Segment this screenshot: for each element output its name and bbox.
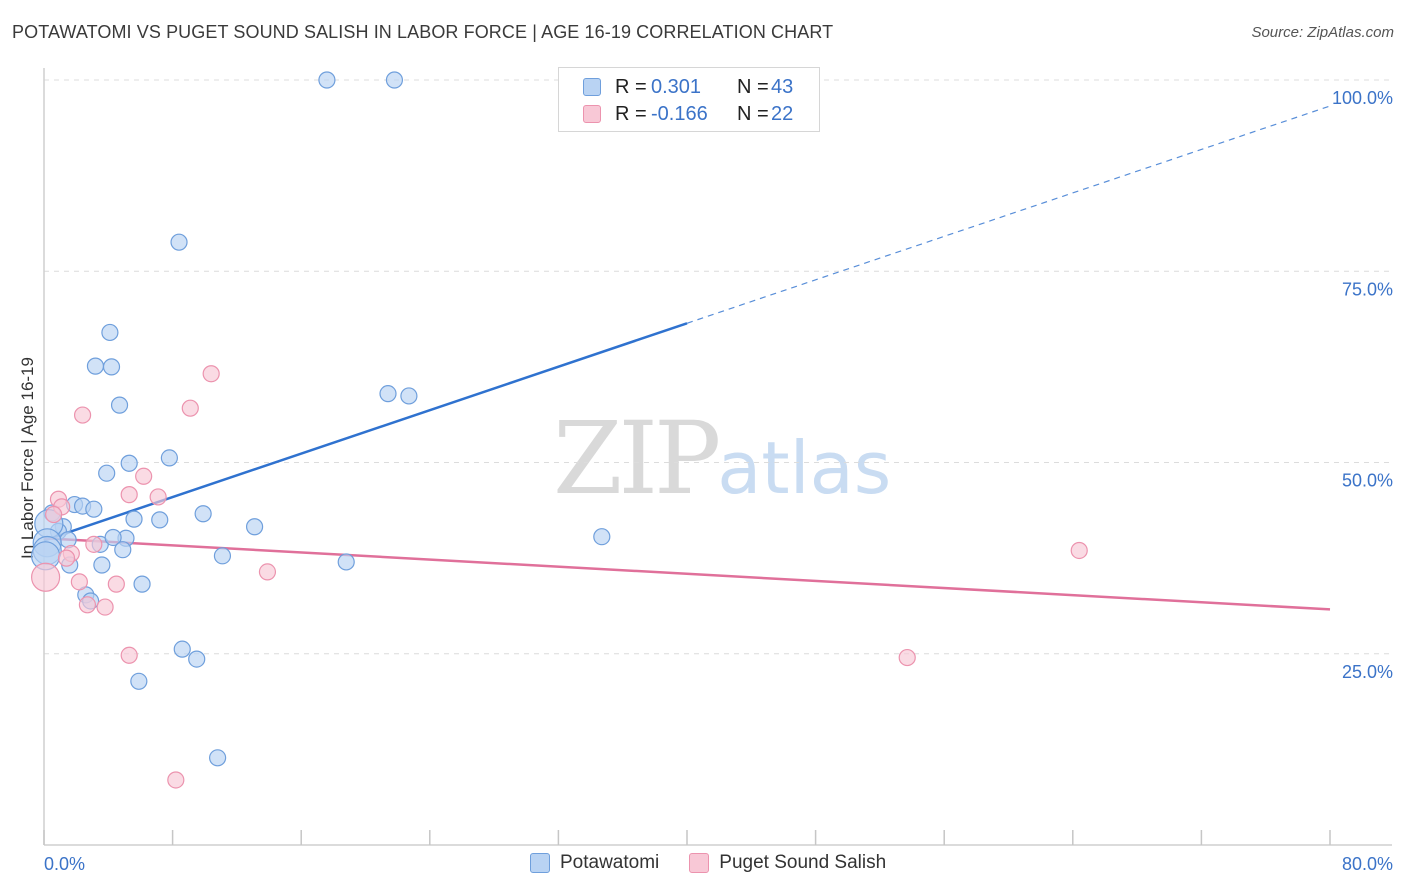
puget-sound-salish-point xyxy=(1070,541,1088,560)
puget-sound-salish-point xyxy=(202,365,220,383)
axes xyxy=(43,68,1392,846)
n-value: 22 xyxy=(771,102,794,125)
puget-sound-salish-point xyxy=(120,486,138,504)
watermark: ZIPatlas xyxy=(553,400,891,517)
r-label: R = xyxy=(615,102,647,125)
puget-sound-salish-point xyxy=(135,467,153,485)
potawatomi-swatch xyxy=(583,78,601,96)
potawatomi-point xyxy=(120,454,138,472)
y-tick-label: 75.0% xyxy=(1342,279,1393,299)
puget-sound-salish-trend-line xyxy=(43,536,1331,611)
x-tick-label: 80.0% xyxy=(1342,854,1393,874)
potawatomi-point xyxy=(209,749,227,767)
puget-sound-salish-point xyxy=(70,573,88,591)
puget-sound-salish-swatch xyxy=(583,105,601,123)
potawatomi-point xyxy=(194,505,212,523)
puget-sound-salish-point xyxy=(96,598,114,616)
data-points xyxy=(31,71,1088,789)
n-label: N = xyxy=(737,75,769,98)
grid xyxy=(44,79,1392,655)
puget-sound-salish-point xyxy=(85,535,103,553)
potawatomi-point xyxy=(160,449,178,467)
y-tick-label: 100.0% xyxy=(1332,88,1393,108)
potawatomi-point xyxy=(114,541,132,559)
potawatomi-point xyxy=(170,233,188,251)
puget-sound-salish-point xyxy=(73,406,92,424)
potawatomi-point xyxy=(98,464,116,482)
potawatomi-point xyxy=(379,385,397,403)
potawatomi-trend-extension xyxy=(686,105,1331,324)
puget-sound-salish-point xyxy=(149,488,167,506)
potawatomi-point xyxy=(110,396,129,414)
chart-title: POTAWATOMI VS PUGET SOUND SALISH IN LABO… xyxy=(12,22,834,42)
tick-labels: 100.0% 75.0% 50.0% 25.0% 0.0% 80.0% xyxy=(44,88,1393,874)
y-tick-label: 25.0% xyxy=(1342,662,1393,682)
potawatomi-point xyxy=(151,511,169,529)
source-label: Source: ZipAtlas.com xyxy=(1251,24,1394,41)
stats-legend-row-puget-sound-salish: R = -0.166 N = 22 xyxy=(583,102,793,126)
puget-sound-salish-point xyxy=(107,575,125,593)
potawatomi-swatch xyxy=(530,853,550,873)
n-value: 43 xyxy=(771,75,794,98)
y-tick-label: 50.0% xyxy=(1342,471,1393,491)
potawatomi-trend-line xyxy=(43,322,688,542)
potawatomi-point xyxy=(188,650,206,668)
potawatomi-point xyxy=(93,556,111,574)
potawatomi-point xyxy=(213,547,232,565)
puget-sound-salish-point xyxy=(181,399,199,417)
puget-sound-salish-point xyxy=(167,771,185,789)
puget-sound-salish-point xyxy=(258,563,277,581)
r-value: -0.166 xyxy=(651,102,708,125)
potawatomi-point xyxy=(337,553,355,571)
trend-lines xyxy=(43,105,1331,611)
r-label: R = xyxy=(615,75,647,98)
puget-sound-salish-swatch xyxy=(689,853,710,873)
stats-legend-row-potawatomi: R = 0.301 N = 43 xyxy=(583,75,793,99)
r-value: 0.301 xyxy=(651,75,702,98)
puget-sound-salish-point xyxy=(31,562,61,592)
watermark-zip: ZIP xyxy=(553,400,721,517)
potawatomi-point xyxy=(385,71,404,89)
stats-legend: R = 0.301 N = 43 R = -0.166 N = 22 xyxy=(558,67,820,132)
potawatomi-point xyxy=(125,510,143,528)
potawatomi-point xyxy=(130,672,148,690)
potawatomi-point xyxy=(400,387,418,405)
watermark-atlas: atlas xyxy=(717,426,892,510)
puget-sound-salish-point xyxy=(45,505,63,524)
potawatomi-point xyxy=(173,640,191,658)
potawatomi-point xyxy=(102,358,121,376)
puget-sound-salish-point xyxy=(78,596,97,614)
potawatomi-point xyxy=(133,575,151,593)
legend-label: Potawatomi xyxy=(560,852,660,873)
potawatomi-point xyxy=(101,323,119,342)
potawatomi-point xyxy=(318,71,336,89)
puget-sound-salish-point xyxy=(57,549,76,567)
series-legend: Potawatomi Puget Sound Salish xyxy=(530,852,916,874)
legend-item-potawatomi[interactable]: Potawatomi xyxy=(530,852,659,874)
potawatomi-point xyxy=(593,528,611,546)
puget-sound-salish-point xyxy=(898,648,916,667)
legend-item-puget-sound-salish[interactable]: Puget Sound Salish xyxy=(689,852,886,874)
potawatomi-point xyxy=(85,500,103,518)
potawatomi-point xyxy=(86,357,105,375)
legend-label: Puget Sound Salish xyxy=(719,852,887,873)
potawatomi-point xyxy=(104,528,122,547)
n-label: N = xyxy=(737,102,769,125)
x-tick-label: 0.0% xyxy=(44,854,85,874)
potawatomi-point xyxy=(245,518,264,536)
puget-sound-salish-point xyxy=(120,646,138,664)
